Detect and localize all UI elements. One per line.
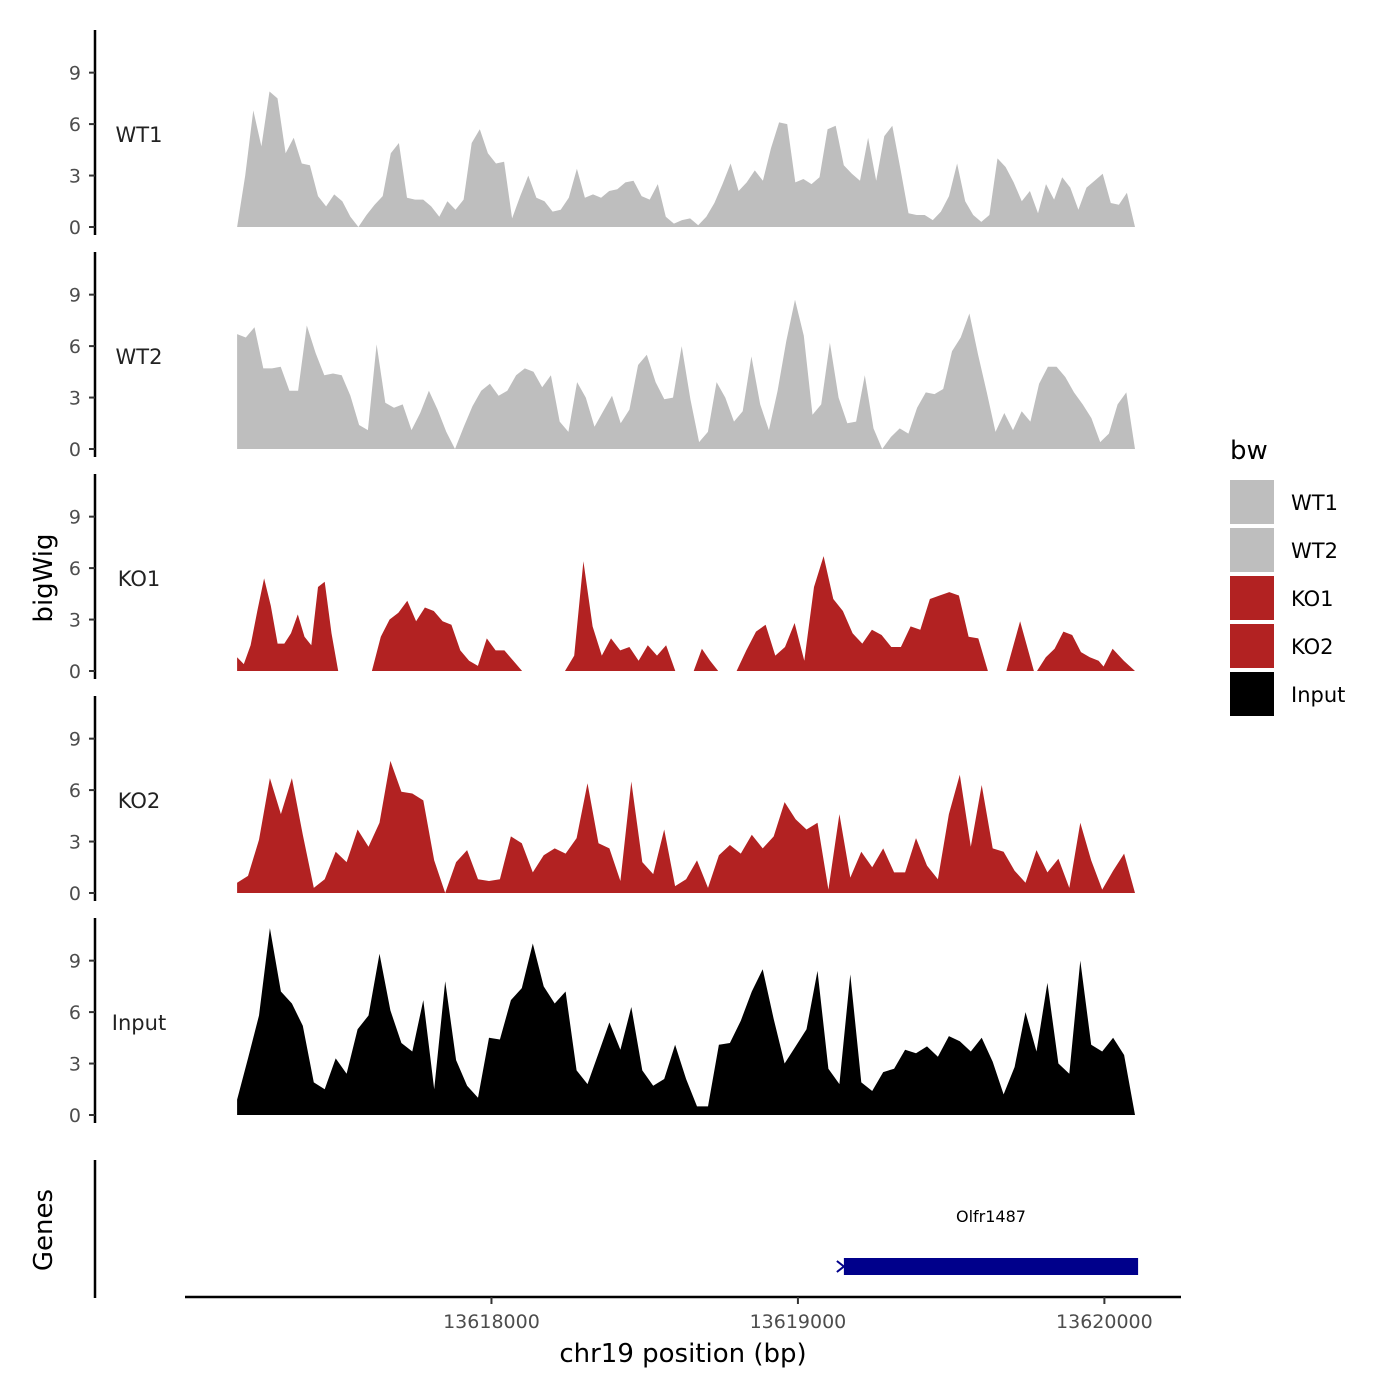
y-tick-label: 6 [69,114,81,136]
y-tick-label: 9 [69,951,81,973]
track-area-ko1-seg-6 [1037,631,1108,671]
legend-label-ko2: KO2 [1291,635,1334,659]
track-input: 0 3 6 9 Input [69,918,1136,1127]
track-label-wt2: WT2 [116,345,163,369]
legend: bw WT1 WT2 KO1 KO2 Input [1230,436,1345,716]
x-axis-title: chr19 position (bp) [559,1339,806,1369]
y-tick-label: 0 [69,883,81,905]
legend-title: bw [1230,436,1268,466]
legend-key-wt1 [1230,480,1274,524]
y-tick-label: 3 [69,1054,81,1076]
y-axis-title: bigWig [29,533,59,622]
x-tick-label: 13619000 [750,1311,847,1333]
track-label-wt1: WT1 [116,123,163,147]
x-tick-label: 13618000 [443,1311,540,1333]
y-tick-label: 3 [69,832,81,854]
track-ko2: 0 3 6 9 KO2 [69,696,1136,905]
gene-label: Olfr1487 [956,1207,1026,1226]
track-area-wt2 [237,299,1136,449]
y-tick-label: 9 [69,507,81,529]
legend-key-wt2 [1230,528,1274,572]
legend-key-ko1 [1230,576,1274,620]
legend-key-ko2 [1230,624,1274,668]
track-label-input: Input [112,1011,166,1035]
legend-label-wt1: WT1 [1291,491,1338,515]
track-area-ko2 [237,760,1136,893]
bigwig-tracks: 0 3 6 9 WT1 0 3 6 9 WT2 0 3 6 9 KO1 0 3 6 9 KO2 0 3 6 9 Input [69,30,1136,1127]
y-tick-label: 6 [69,336,81,358]
track-wt2: 0 3 6 9 WT2 [69,252,1136,461]
gene-strand-arrow [836,1260,846,1273]
y-tick-label: 0 [69,217,81,239]
legend-key-input [1230,672,1274,716]
y-tick-label: 3 [69,610,81,632]
track-area-input [237,928,1136,1115]
y-tick-label: 6 [69,780,81,802]
track-area-ko1-seg-2 [565,561,676,671]
y-tick-label: 9 [69,285,81,307]
y-tick-label: 9 [69,729,81,751]
legend-label-ko1: KO1 [1291,587,1334,611]
gene-body [843,1258,1139,1275]
genes-panel: Olfr1487 [93,1160,1139,1298]
track-area-ko1-seg-4 [736,556,988,671]
legend-label-input: Input [1291,683,1345,707]
track-area-ko1-seg-0 [237,578,339,671]
track-area-ko1-seg-3 [693,648,719,671]
track-ko1: 0 3 6 9 KO1 [69,474,1135,683]
y-tick-label: 3 [69,166,81,188]
y-tick-label: 0 [69,1105,81,1127]
track-area-ko1-seg-5 [1006,621,1034,671]
track-area-wt1 [237,91,1136,227]
track-area-ko1-seg-1 [371,600,523,671]
y-tick-label: 6 [69,558,81,580]
legend-label-wt2: WT2 [1291,539,1338,563]
track-label-ko1: KO1 [118,567,161,591]
track-area-ko1-seg-7 [1101,648,1135,671]
y-tick-label: 9 [69,63,81,85]
y-tick-label: 6 [69,1002,81,1024]
track-label-ko2: KO2 [118,789,161,813]
y-tick-label: 0 [69,661,81,683]
genes-axis-title: Genes [29,1189,59,1271]
x-tick-label: 13620000 [1056,1311,1153,1333]
y-tick-label: 3 [69,388,81,410]
y-tick-label: 0 [69,439,81,461]
track-wt1: 0 3 6 9 WT1 [69,30,1136,239]
x-axis: 13618000 13619000 13620000 [185,1295,1181,1333]
